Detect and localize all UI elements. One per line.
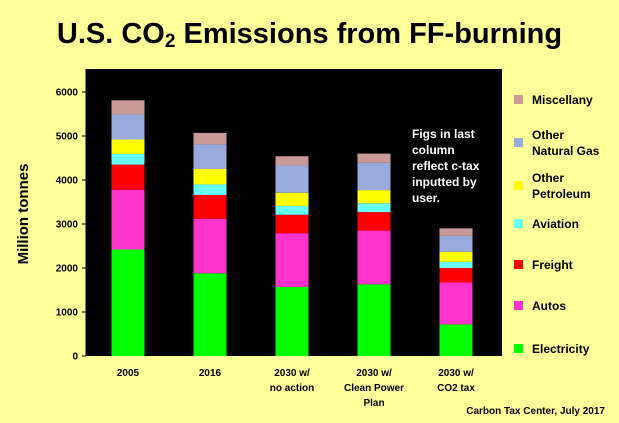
bar-segment-other-petroleum xyxy=(439,251,473,262)
bar-segment-freight xyxy=(275,214,309,234)
legend-label: Aviation xyxy=(532,217,579,231)
y-tick-label: 5000 xyxy=(56,132,79,143)
bar-segment-other-petroleum xyxy=(111,139,145,155)
y-tick-label: 2000 xyxy=(56,264,79,275)
x-tick-label: 2005 xyxy=(117,368,140,379)
bar-segment-electricity xyxy=(275,286,309,356)
bar-segment-miscellany xyxy=(357,153,391,163)
legend-swatch xyxy=(514,181,523,190)
bar-segment-other-natural-gas xyxy=(193,144,227,169)
bar-stack xyxy=(357,153,391,356)
bar-segment-miscellany xyxy=(439,228,473,236)
bar-segment-other-petroleum xyxy=(357,190,391,204)
bar-segment-aviation xyxy=(275,205,309,215)
bar-segment-other-natural-gas xyxy=(111,114,145,140)
bar-segment-aviation xyxy=(357,203,391,213)
legend: Miscellany Other Natural Gas Other Petroleum… xyxy=(514,93,600,356)
bars xyxy=(111,100,473,356)
bar-segment-autos xyxy=(357,230,391,285)
chart-title: U.S. CO2 Emissions from FF-burning xyxy=(56,18,563,52)
bar-stack xyxy=(111,100,145,356)
bar-segment-autos xyxy=(439,282,473,325)
legend-label: Miscellany xyxy=(532,93,593,107)
bar-segment-electricity xyxy=(111,249,145,356)
bar-segment-aviation xyxy=(439,261,473,268)
legend-label: Other Natural Gas xyxy=(532,128,600,158)
bar-segment-other-petroleum xyxy=(193,169,227,185)
credit: Carbon Tax Center, July 2017 xyxy=(466,406,605,417)
bar-segment-freight xyxy=(111,164,145,190)
bar-stack xyxy=(193,132,227,356)
bar-segment-freight xyxy=(439,268,473,283)
bar-stack xyxy=(275,156,309,356)
legend-label: Electricity xyxy=(532,342,590,356)
bar-segment-autos xyxy=(111,189,145,250)
bar-segment-other-natural-gas xyxy=(275,165,309,193)
bar-segment-freight xyxy=(193,194,227,219)
legend-swatch xyxy=(514,260,523,269)
y-tick-label: 1000 xyxy=(56,308,79,319)
y-tick-label: 6000 xyxy=(56,88,79,99)
annotation: Figs in last column reflect c-tax inputted … xyxy=(412,127,480,205)
legend-swatch xyxy=(514,219,523,228)
bar-segment-miscellany xyxy=(275,156,309,166)
bar-segment-other-natural-gas xyxy=(357,162,391,191)
legend-label: Autos xyxy=(532,299,566,313)
bar-segment-aviation xyxy=(193,184,227,195)
bar-segment-freight xyxy=(357,212,391,231)
bar-stack xyxy=(439,228,473,356)
annotation-text: Figs in last column reflect c-tax inputted … xyxy=(412,127,480,205)
y-tick-label: 0 xyxy=(72,352,78,363)
legend-swatch xyxy=(514,138,523,147)
legend-swatch xyxy=(514,301,523,310)
legend-swatch xyxy=(514,95,523,104)
bar-segment-electricity xyxy=(357,284,391,356)
bar-segment-miscellany xyxy=(111,100,145,115)
axes: 0 1000 2000 3000 4000 5000 6000 xyxy=(56,69,87,363)
bar-segment-other-natural-gas xyxy=(439,235,473,252)
legend-label: Freight xyxy=(532,258,573,272)
bar-segment-other-petroleum xyxy=(275,192,309,206)
bar-segment-miscellany xyxy=(193,132,227,145)
bar-segment-electricity xyxy=(193,273,227,356)
bar-segment-autos xyxy=(275,233,309,287)
x-tick-label: 2016 xyxy=(199,368,222,379)
x-tick-label: 2030 w/CO2 tax xyxy=(437,368,475,394)
bar-segment-aviation xyxy=(111,154,145,165)
y-axis-label: Million tonnes xyxy=(15,164,32,265)
category-labels: 2005 2016 2030 w/no action 2030 w/Clean Pow… xyxy=(117,368,475,409)
legend-swatch xyxy=(514,344,523,353)
legend-label: Other Petroleum xyxy=(532,171,591,201)
x-tick-label: 2030 w/no action xyxy=(270,368,314,394)
y-tick-label: 4000 xyxy=(56,176,79,187)
y-tick-label: 3000 xyxy=(56,220,79,231)
bar-segment-autos xyxy=(193,218,227,274)
x-tick-label: 2030 w/Clean Power Plan xyxy=(344,368,404,409)
bar-segment-electricity xyxy=(439,324,473,356)
